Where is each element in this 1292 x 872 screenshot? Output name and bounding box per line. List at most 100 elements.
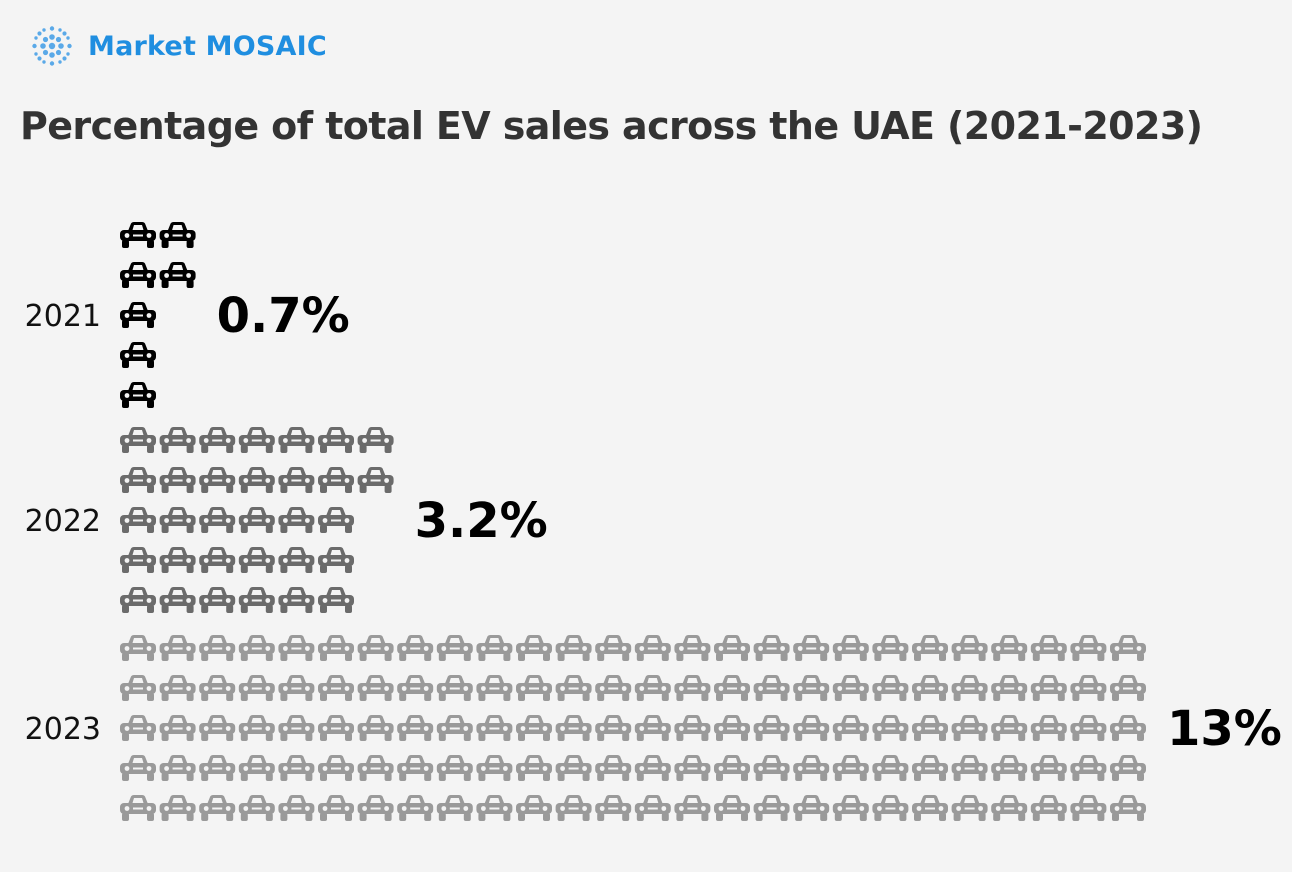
car-icon — [278, 547, 315, 573]
car-icon — [278, 675, 315, 701]
car-icon — [199, 675, 236, 701]
car-icon — [1030, 675, 1067, 701]
car-icon — [318, 795, 354, 821]
chart-title: Percentage of total EV sales across the … — [20, 104, 1203, 148]
car-icon — [278, 427, 315, 453]
car-icon — [199, 795, 236, 821]
year-group-2021 — [120, 222, 196, 408]
car-icon — [120, 795, 156, 821]
car-icon — [951, 795, 988, 821]
car-icon — [159, 675, 196, 701]
car-icon — [238, 635, 275, 661]
year-label-2022: 2022 — [25, 504, 101, 539]
car-icon — [278, 635, 315, 661]
car-icon — [159, 635, 196, 661]
car-icon — [674, 675, 711, 701]
car-icon — [951, 755, 988, 781]
car-icon — [318, 547, 354, 573]
car-icon — [318, 715, 354, 741]
car-icon — [159, 795, 196, 821]
car-icon — [357, 795, 394, 821]
year-label-2021: 2021 — [25, 299, 101, 334]
car-icon — [832, 635, 869, 661]
car-icon — [753, 715, 790, 741]
car-icon — [199, 755, 236, 781]
car-icon — [832, 795, 869, 821]
car-icon — [991, 675, 1028, 701]
car-icon — [120, 635, 156, 661]
car-icon — [120, 262, 156, 288]
car-icon — [872, 755, 909, 781]
car-icon — [476, 795, 513, 821]
car-icon — [238, 507, 275, 533]
car-icon — [516, 795, 552, 821]
car-icon — [634, 635, 671, 661]
car-icon — [555, 675, 592, 701]
value-label-2021: 0.7% — [217, 288, 350, 344]
car-icon — [555, 715, 592, 741]
car-icon — [436, 675, 473, 701]
car-icon — [357, 467, 394, 493]
car-icon — [1030, 635, 1067, 661]
car-icon — [872, 795, 909, 821]
car-icon — [1030, 715, 1067, 741]
car-icon — [832, 675, 869, 701]
car-icon — [159, 715, 196, 741]
car-icon — [753, 755, 790, 781]
car-icon — [793, 635, 830, 661]
car-icon — [120, 715, 156, 741]
car-icon — [1070, 635, 1107, 661]
car-icon — [159, 467, 196, 493]
car-icon — [120, 675, 156, 701]
car-icon — [634, 715, 671, 741]
car-icon — [476, 755, 513, 781]
car-icon — [1030, 755, 1067, 781]
car-icon — [595, 715, 632, 741]
car-icon — [912, 755, 948, 781]
brand-logo: Market MOSAIC — [30, 24, 327, 68]
car-icon — [278, 795, 315, 821]
car-icon — [951, 675, 988, 701]
car-icon — [714, 635, 750, 661]
car-icon — [120, 547, 156, 573]
car-icon — [397, 635, 434, 661]
car-icon — [516, 635, 552, 661]
car-icon — [199, 635, 236, 661]
car-icon — [436, 755, 473, 781]
car-icon — [1070, 675, 1107, 701]
car-icon — [1110, 795, 1146, 821]
car-icon — [357, 755, 394, 781]
car-icon — [357, 675, 394, 701]
car-icon — [238, 547, 275, 573]
brand-name: Market MOSAIC — [88, 30, 327, 62]
car-icon — [991, 755, 1028, 781]
car-icon — [318, 755, 354, 781]
car-icon — [516, 715, 552, 741]
car-icon — [912, 675, 948, 701]
car-icon — [318, 507, 354, 533]
car-icon — [476, 675, 513, 701]
year-group-2022 — [120, 427, 394, 613]
car-icon — [318, 427, 354, 453]
car-icon — [159, 222, 196, 248]
car-icon — [278, 755, 315, 781]
car-icon — [476, 715, 513, 741]
car-icon — [120, 755, 156, 781]
car-icon — [238, 755, 275, 781]
car-icon — [120, 587, 156, 613]
car-icon — [832, 755, 869, 781]
car-icon — [159, 427, 196, 453]
car-icon — [199, 587, 236, 613]
car-icon — [397, 715, 434, 741]
car-icon — [793, 795, 830, 821]
car-icon — [436, 635, 473, 661]
car-icon — [120, 382, 156, 408]
car-icon — [397, 675, 434, 701]
car-icon — [436, 795, 473, 821]
value-label-2023: 13% — [1167, 701, 1282, 757]
car-icon — [634, 755, 671, 781]
value-label-2022: 3.2% — [415, 493, 548, 549]
car-icon — [951, 715, 988, 741]
car-icon — [199, 507, 236, 533]
car-icon — [991, 795, 1028, 821]
